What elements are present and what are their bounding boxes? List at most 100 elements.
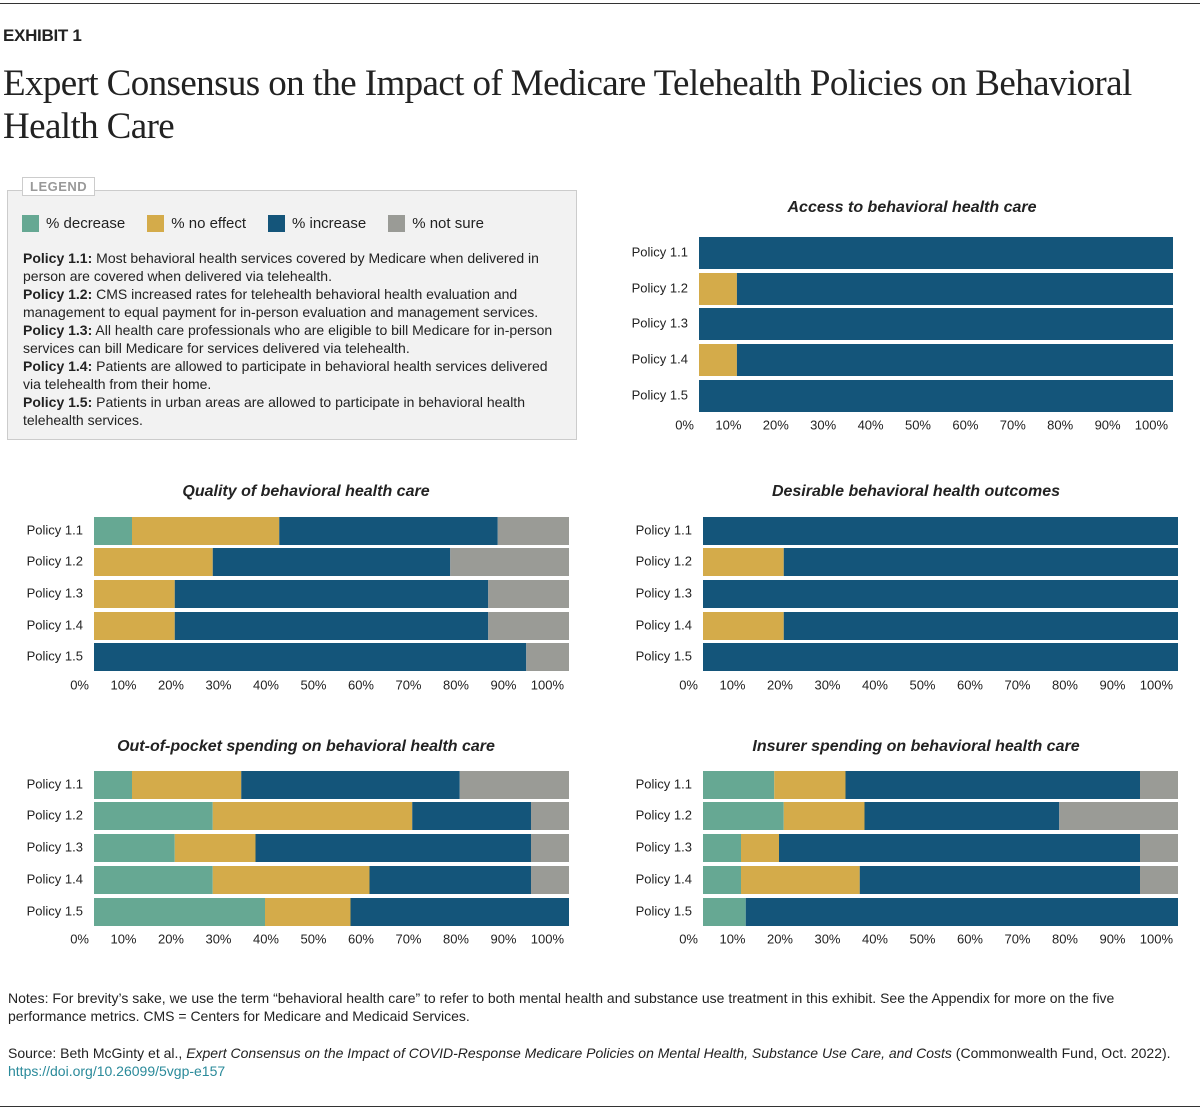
policy-text: Patients in urban areas are allowed to p… xyxy=(23,394,525,428)
policy: Policy 1.4: Patients are allowed to part… xyxy=(23,357,568,393)
bar-segment xyxy=(526,643,569,671)
bar-segment xyxy=(350,898,569,926)
x-tick-label: 70% xyxy=(1004,931,1030,946)
policy: Policy 1.2: CMS increased rates for tele… xyxy=(23,285,568,321)
bar-segment xyxy=(703,866,741,894)
x-tick-label: 10% xyxy=(719,931,745,946)
x-tick-label: 60% xyxy=(957,931,983,946)
y-tick-label: Policy 1.5 xyxy=(632,387,688,402)
policy-label: Policy 1.4: xyxy=(23,358,93,374)
bar-segment xyxy=(845,771,1140,799)
bar-segment xyxy=(212,548,451,576)
x-tick-label: 0% xyxy=(679,677,698,692)
chart-title: Access to behavioral health care xyxy=(787,199,1037,216)
source-suffix: (Commonwealth Fund, Oct. 2022). xyxy=(951,1045,1171,1061)
y-tick-label: Policy 1.4 xyxy=(632,351,688,366)
bar-segment xyxy=(255,834,531,862)
y-tick-label: Policy 1.2 xyxy=(27,807,83,822)
x-tick-label: 60% xyxy=(952,417,978,432)
y-tick-label: Policy 1.5 xyxy=(27,903,83,918)
y-tick-label: Policy 1.1 xyxy=(27,522,83,537)
y-tick-label: Policy 1.2 xyxy=(636,807,692,822)
chart-title: Out-of-pocket spending on behavioral hea… xyxy=(117,738,495,755)
legend-swatch xyxy=(22,215,39,232)
notes: Notes: For brevity’s sake, we use the te… xyxy=(8,990,1115,1024)
x-tick-label: 70% xyxy=(395,677,421,692)
legend-item: % not sure xyxy=(388,215,484,232)
legend-label: % decrease xyxy=(46,215,126,232)
y-tick-label: Policy 1.3 xyxy=(636,839,692,854)
bar-segment xyxy=(459,771,569,799)
x-tick-label: 10% xyxy=(715,417,741,432)
chart-title: Desirable behavioral health outcomes xyxy=(772,483,1060,500)
legend-swatch xyxy=(268,215,285,232)
policy-list: Policy 1.1: Most behavioral health servi… xyxy=(23,249,568,429)
bar-segment xyxy=(241,771,460,799)
x-tick-label: 70% xyxy=(1000,417,1026,432)
legend-label: % increase xyxy=(292,215,367,232)
legend-item: % no effect xyxy=(147,215,246,232)
y-tick-label: Policy 1.4 xyxy=(27,617,83,632)
x-tick-label: 30% xyxy=(810,417,836,432)
y-tick-label: Policy 1.4 xyxy=(636,871,692,886)
bar-segment xyxy=(859,866,1140,894)
y-tick-label: Policy 1.3 xyxy=(27,585,83,600)
x-tick-label: 0% xyxy=(675,417,694,432)
policy: Policy 1.3: All health care professional… xyxy=(23,321,568,357)
policy-label: Policy 1.1: xyxy=(23,250,93,266)
x-tick-label: 80% xyxy=(1052,677,1078,692)
policy-text: Patients are allowed to participate in b… xyxy=(23,358,548,392)
x-tick-label: 40% xyxy=(858,417,884,432)
policy-text: Most behavioral health services covered … xyxy=(23,250,539,284)
chart-title: Quality of behavioral health care xyxy=(182,483,429,500)
x-tick-label: 10% xyxy=(110,931,136,946)
x-tick-label: 20% xyxy=(767,931,793,946)
x-tick-label: 50% xyxy=(909,931,935,946)
x-tick-label: 20% xyxy=(158,677,184,692)
bar-segment xyxy=(699,380,1173,412)
x-tick-label: 50% xyxy=(300,931,326,946)
x-tick-label: 80% xyxy=(443,931,469,946)
bar-segment xyxy=(94,517,132,545)
x-tick-label: 100% xyxy=(1140,931,1174,946)
y-tick-label: Policy 1.4 xyxy=(636,617,692,632)
legend-item: % decrease xyxy=(22,215,125,232)
x-tick-label: 50% xyxy=(909,677,935,692)
x-tick-label: 20% xyxy=(158,931,184,946)
source-prefix: Source: Beth McGinty et al., xyxy=(8,1045,187,1061)
x-tick-label: 20% xyxy=(763,417,789,432)
bar-segment xyxy=(488,612,569,640)
bar-segment xyxy=(174,580,489,608)
y-tick-label: Policy 1.3 xyxy=(636,585,692,600)
bar-segment xyxy=(369,866,531,894)
bar-segment xyxy=(94,580,175,608)
y-tick-label: Policy 1.3 xyxy=(27,839,83,854)
source-title: Expert Consensus on the Impact of COVID-… xyxy=(186,1045,952,1061)
x-tick-label: 50% xyxy=(300,677,326,692)
y-tick-label: Policy 1.1 xyxy=(632,244,688,259)
x-tick-label: 40% xyxy=(253,677,279,692)
x-tick-label: 20% xyxy=(767,677,793,692)
bar-segment xyxy=(783,548,1178,576)
bar-segment xyxy=(864,802,1060,830)
x-tick-label: 100% xyxy=(1135,417,1169,432)
bar-segment xyxy=(699,273,737,305)
policy-label: Policy 1.3: xyxy=(23,322,93,338)
x-tick-label: 90% xyxy=(1099,677,1125,692)
legend: % decrease % no effect % increase % not sur… xyxy=(22,215,484,232)
x-tick-label: 0% xyxy=(679,931,698,946)
x-tick-label: 10% xyxy=(110,677,136,692)
policy-text: CMS increased rates for telehealth behav… xyxy=(23,286,539,320)
bar-segment xyxy=(703,612,784,640)
bar-segment xyxy=(94,898,265,926)
bar-segment xyxy=(94,548,213,576)
source-link[interactable]: https://doi.org/10.26099/5vgp-e157 xyxy=(8,1063,226,1079)
bar-segment xyxy=(94,643,527,671)
bar-segment xyxy=(212,802,413,830)
legend-label: % no effect xyxy=(171,215,246,232)
x-tick-label: 0% xyxy=(70,931,89,946)
bar-segment xyxy=(488,580,569,608)
x-tick-label: 100% xyxy=(1140,677,1174,692)
